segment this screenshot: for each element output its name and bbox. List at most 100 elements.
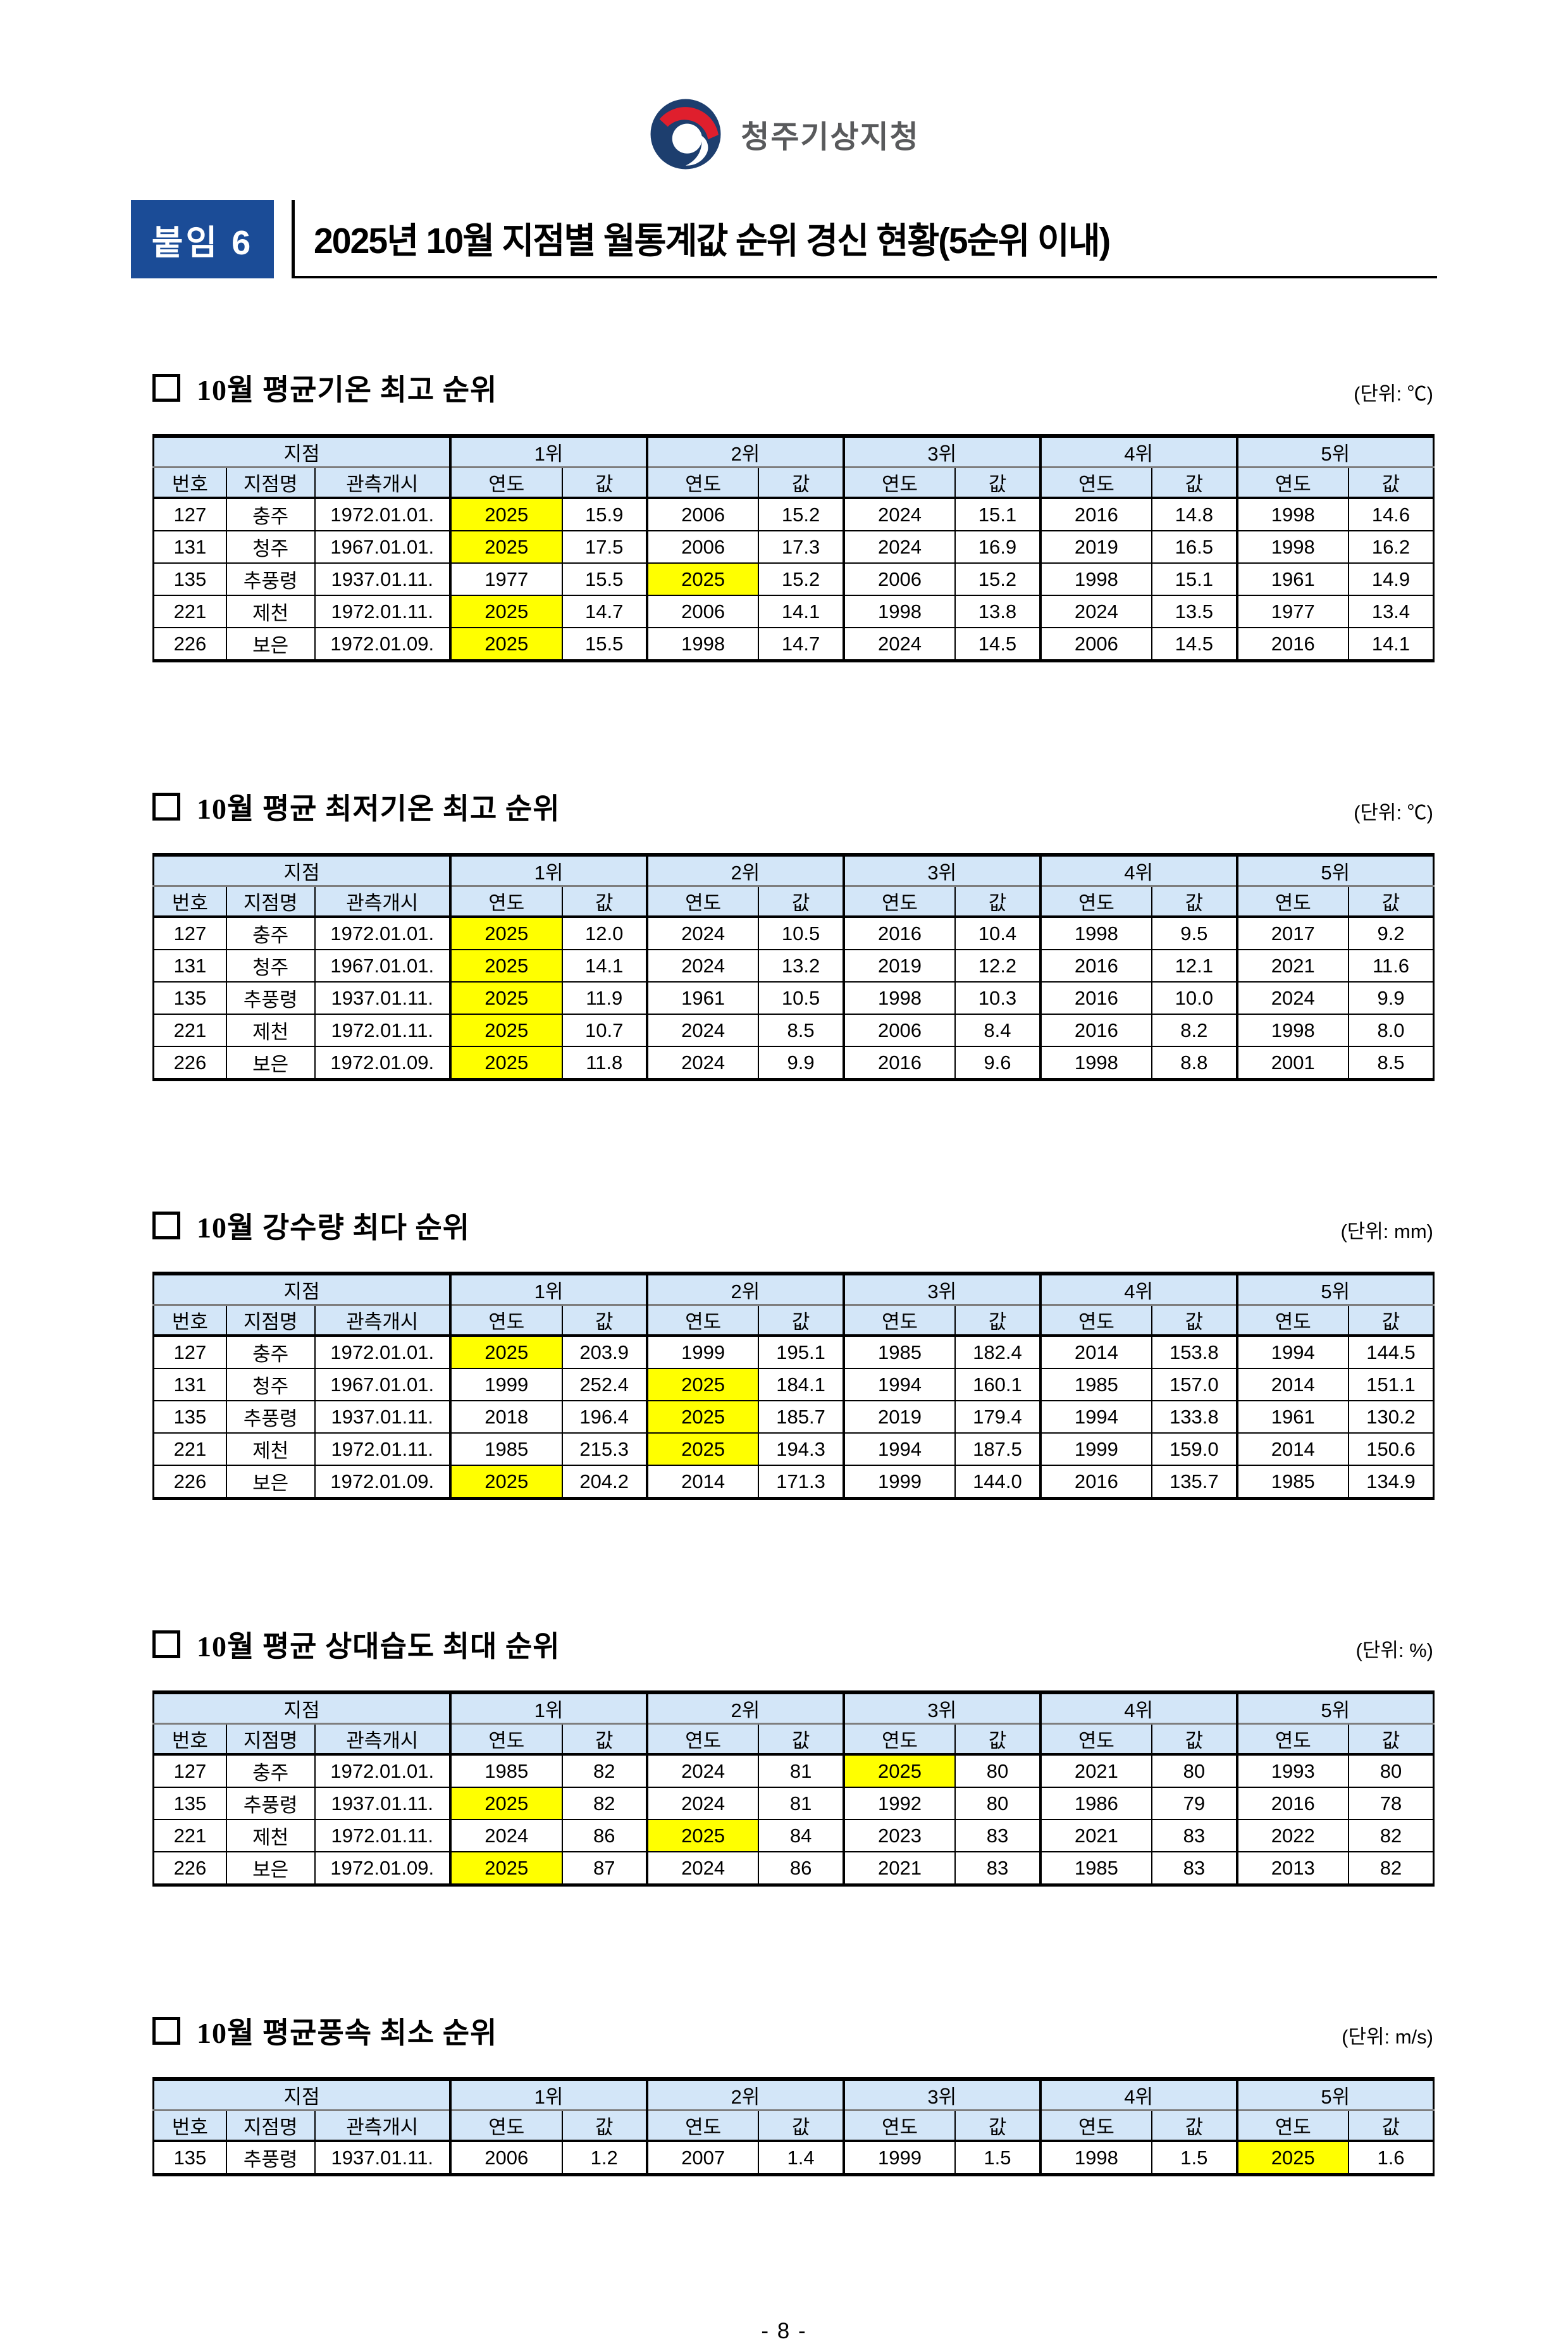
rank-year-cell: 2016 bbox=[1235, 1787, 1350, 1820]
rank-value-cell: 10.3 bbox=[954, 981, 1041, 1015]
rank-year-cell: 2021 bbox=[1039, 1754, 1153, 1788]
rank-year-cell: 2016 bbox=[1039, 1014, 1153, 1047]
value-header: 값 bbox=[561, 466, 648, 499]
government-emblem-icon bbox=[650, 99, 721, 170]
rank-year-cell: 2019 bbox=[1039, 530, 1153, 564]
unit-label: (단위: mm) bbox=[1340, 1220, 1433, 1243]
station-number-cell: 221 bbox=[152, 1432, 227, 1466]
rank-value-cell: 82 bbox=[561, 1787, 648, 1820]
rank-value-cell: 15.2 bbox=[758, 562, 844, 596]
rank-group-header: 4위 bbox=[1039, 1692, 1238, 1725]
rank-year-cell: 2025 bbox=[449, 530, 563, 564]
rank-value-cell: 14.8 bbox=[1151, 497, 1238, 531]
rank-year-cell: 2006 bbox=[842, 562, 956, 596]
section-title-text: 10월 평균풍속 최소 순위 bbox=[197, 2017, 498, 2049]
table-row: 131 청주 1967.01.01. 2025 14.1 2024 13.2 2019 12.2… bbox=[152, 949, 1435, 983]
rank-year-cell: 2016 bbox=[1039, 1465, 1153, 1499]
rank-year-cell: 2019 bbox=[842, 1400, 956, 1434]
table-row: 221 제천 1972.01.11. 2024 86 2025 84 2023 83 2021 83… bbox=[152, 1819, 1435, 1852]
rank-value-cell: 187.5 bbox=[954, 1432, 1041, 1466]
rank-value-cell: 9.2 bbox=[1348, 916, 1435, 950]
year-header: 연도 bbox=[645, 1304, 760, 1337]
year-header: 연도 bbox=[1235, 1723, 1350, 1756]
rank-value-cell: 11.8 bbox=[561, 1046, 648, 1081]
section-header: 10월 평균풍속 최소 순위 (단위: m/s) bbox=[131, 2010, 1437, 2052]
rank-year-cell: 2006 bbox=[645, 530, 760, 564]
rank-value-cell: 1.4 bbox=[758, 2140, 844, 2176]
rank-group-header: 5위 bbox=[1235, 1273, 1435, 1306]
rank-year-cell: 1998 bbox=[1235, 530, 1350, 564]
rank-year-cell: 2025 bbox=[449, 1335, 563, 1369]
rank-value-cell: 179.4 bbox=[954, 1400, 1041, 1434]
rank-year-cell: 2018 bbox=[449, 1400, 563, 1434]
rank-group-header: 3위 bbox=[842, 854, 1041, 887]
rank-value-cell: 17.3 bbox=[758, 530, 844, 564]
station-name-cell: 제천 bbox=[225, 595, 316, 628]
rank-value-cell: 144.5 bbox=[1348, 1335, 1435, 1369]
rank-value-cell: 80 bbox=[1348, 1754, 1435, 1788]
station-number-cell: 127 bbox=[152, 497, 227, 531]
attachment-title-wrap: 2025년 10월 지점별 월통계값 순위 경신 현황(5순위 이내) bbox=[292, 200, 1437, 278]
sections: 10월 평균기온 최고 순위 (단위: ℃) 지점 1위 2위 3위 4위 5위 번호 지점명 관측… bbox=[131, 367, 1437, 2176]
rank-value-cell: 82 bbox=[1348, 1819, 1435, 1852]
rank-year-cell: 2006 bbox=[842, 1014, 956, 1047]
rank-value-cell: 80 bbox=[954, 1787, 1041, 1820]
station-number-cell: 135 bbox=[152, 1787, 227, 1820]
station-name-cell: 충주 bbox=[225, 1754, 316, 1788]
rank-value-cell: 194.3 bbox=[758, 1432, 844, 1466]
rank-year-cell: 1999 bbox=[842, 2140, 956, 2176]
rank-value-cell: 9.6 bbox=[954, 1046, 1041, 1081]
obs-start-cell: 1972.01.11. bbox=[314, 1819, 452, 1852]
value-header: 값 bbox=[1151, 885, 1238, 918]
rank-value-cell: 182.4 bbox=[954, 1335, 1041, 1369]
rank-group-header: 3위 bbox=[842, 435, 1041, 468]
value-header: 값 bbox=[561, 885, 648, 918]
rank-value-cell: 8.0 bbox=[1348, 1014, 1435, 1047]
rank-value-cell: 171.3 bbox=[758, 1465, 844, 1499]
rank-value-cell: 12.2 bbox=[954, 949, 1041, 983]
value-header: 값 bbox=[758, 466, 844, 499]
rank-value-cell: 1.6 bbox=[1348, 2140, 1435, 2176]
rank-value-cell: 8.5 bbox=[758, 1014, 844, 1047]
rank-year-cell: 1999 bbox=[842, 1465, 956, 1499]
station-number-cell: 135 bbox=[152, 2140, 227, 2176]
rank-group-header: 2위 bbox=[645, 435, 844, 468]
station-no-header: 번호 bbox=[152, 1304, 227, 1337]
ranking-table: 지점 1위 2위 3위 4위 5위 번호 지점명 관측개시 연도 값 연도 값 연도 값 연도 값 연도 값 127 충… bbox=[152, 434, 1435, 662]
rank-value-cell: 10.5 bbox=[758, 916, 844, 950]
table-row: 226 보은 1972.01.09. 2025 11.8 2024 9.9 2016 9.6 19… bbox=[152, 1046, 1435, 1081]
rank-value-cell: 14.5 bbox=[954, 627, 1041, 662]
checkbox-icon bbox=[152, 374, 180, 402]
year-header: 연도 bbox=[1039, 885, 1153, 918]
rank-year-cell: 2006 bbox=[645, 497, 760, 531]
rank-year-cell: 2025 bbox=[449, 981, 563, 1015]
rank-value-cell: 14.7 bbox=[758, 627, 844, 662]
rank-year-cell: 2001 bbox=[1235, 1046, 1350, 1081]
unit-label: (단위: %) bbox=[1355, 1639, 1433, 1661]
rank-value-cell: 10.0 bbox=[1151, 981, 1238, 1015]
rank-value-cell: 14.5 bbox=[1151, 627, 1238, 662]
rank-value-cell: 81 bbox=[758, 1754, 844, 1788]
section-header: 10월 평균 최저기온 최고 순위 (단위: ℃) bbox=[131, 786, 1437, 828]
year-header: 연도 bbox=[449, 1304, 563, 1337]
rank-year-cell: 2025 bbox=[449, 627, 563, 662]
rank-year-cell: 2024 bbox=[645, 1851, 760, 1886]
document-page: { "logo": { "agency": "청주기상지청" }, "heade… bbox=[131, 99, 1437, 2343]
attachment-header: 붙임 6 2025년 10월 지점별 월통계값 순위 경신 현황(5순위 이내) bbox=[131, 200, 1437, 278]
obs-start-cell: 1972.01.09. bbox=[314, 1851, 452, 1886]
rank-value-cell: 16.5 bbox=[1151, 530, 1238, 564]
rank-value-cell: 13.4 bbox=[1348, 595, 1435, 628]
stat-section: 10월 평균 최저기온 최고 순위 (단위: ℃) 지점 1위 2위 3위 4위 5위 번호 지점… bbox=[131, 786, 1437, 1081]
rank-value-cell: 80 bbox=[1151, 1754, 1238, 1788]
year-header: 연도 bbox=[1039, 1723, 1153, 1756]
rank-year-cell: 2025 bbox=[449, 1046, 563, 1081]
rank-year-cell: 1998 bbox=[1039, 1046, 1153, 1081]
station-name-cell: 청주 bbox=[225, 949, 316, 983]
rank-value-cell: 10.5 bbox=[758, 981, 844, 1015]
obs-start-cell: 1937.01.11. bbox=[314, 981, 452, 1015]
year-header: 연도 bbox=[449, 2109, 563, 2142]
rank-year-cell: 2025 bbox=[645, 1368, 760, 1401]
value-header: 값 bbox=[1151, 1304, 1238, 1337]
rank-year-cell: 1985 bbox=[1039, 1851, 1153, 1886]
